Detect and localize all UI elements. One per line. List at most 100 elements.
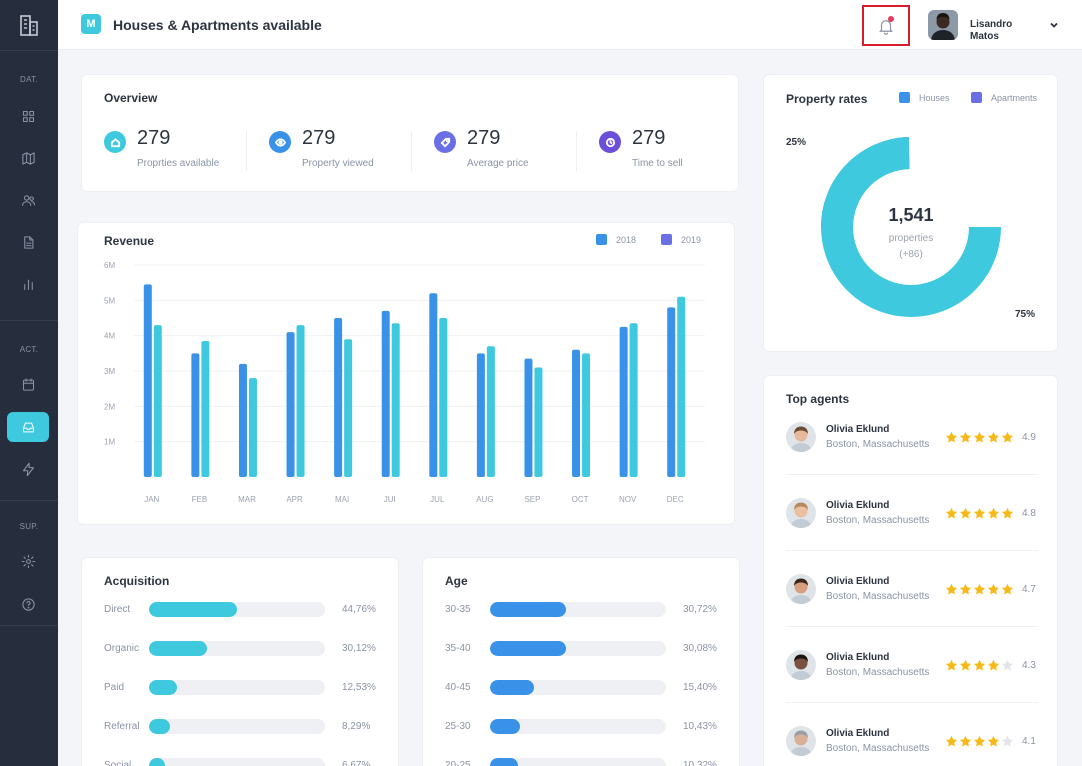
legend-swatch — [899, 92, 910, 103]
sidebar-item-help[interactable] — [7, 589, 49, 619]
notification-dot — [888, 16, 894, 22]
age-progress-track — [490, 719, 666, 734]
calendar-icon — [22, 377, 34, 391]
property-rates-donut-chart: 25% 75% 1,541 properties (+86) — [786, 137, 1035, 320]
revenue-bar-2018-sep[interactable] — [524, 358, 533, 477]
y-tick-label: 6M — [104, 261, 115, 270]
revenue-bar-2018-apr[interactable] — [286, 332, 295, 477]
stat-label: Proprties available — [137, 158, 220, 169]
revenue-bar-2018-jul[interactable] — [429, 293, 438, 477]
agent-rating: 4.8 — [1022, 508, 1036, 519]
revenue-bar-2018-mar[interactable] — [238, 363, 247, 477]
legend-item-apartments[interactable]: Apartments — [971, 92, 1037, 103]
user-name[interactable]: Lisandro Matos — [970, 19, 1030, 43]
age-row-value: 10,43% — [683, 721, 717, 732]
agent-avatar — [786, 650, 816, 680]
sidebar-item-users[interactable] — [7, 185, 49, 215]
stat-value: 279 — [467, 127, 501, 149]
revenue-bar-2019-mai[interactable] — [344, 339, 353, 477]
user-avatar[interactable] — [928, 10, 958, 40]
revenue-bar-2019-mar[interactable] — [248, 378, 257, 477]
revenue-bar-2019-jan[interactable] — [153, 325, 162, 477]
agent-row[interactable]: Olivia Eklund Boston, Massachusetts 4.9 — [786, 417, 1038, 457]
revenue-bar-2019-nov[interactable] — [629, 323, 638, 477]
top-bar: M Houses & Apartments available Lisandro… — [58, 0, 1082, 50]
acquisition-progress-track — [149, 602, 325, 617]
notifications-button[interactable] — [862, 5, 910, 46]
sidebar-item-lightning[interactable] — [7, 454, 49, 484]
agent-star-rating — [945, 583, 1015, 596]
acquisition-progress-track — [149, 758, 325, 766]
revenue-bar-2018-jan[interactable] — [143, 284, 152, 477]
revenue-bar-2018-mai[interactable] — [334, 318, 343, 477]
stat-divider — [411, 131, 412, 171]
star-icon — [973, 431, 986, 443]
legend-swatch — [596, 234, 607, 245]
acquisition-row: Paid 12,53% — [104, 679, 394, 697]
revenue-bar-2018-jui[interactable] — [381, 310, 390, 477]
revenue-bar-2018-nov[interactable] — [619, 326, 628, 477]
legend-item-2019[interactable]: 2019 — [661, 234, 701, 245]
sidebar-item-settings[interactable] — [7, 546, 49, 576]
age-row-label: 30-35 — [445, 604, 471, 615]
user-menu-button[interactable] — [1048, 18, 1060, 30]
x-tick-label: AUG — [476, 495, 493, 504]
agent-rating: 4.3 — [1022, 660, 1036, 671]
donut-center-label: properties — [889, 233, 933, 244]
agent-location: Boston, Massachusetts — [826, 515, 930, 526]
star-icon — [959, 431, 972, 443]
sidebar-item-calendar[interactable] — [7, 369, 49, 399]
agent-star-rating — [945, 431, 1015, 444]
agent-avatar — [786, 726, 816, 756]
revenue-bar-2019-apr[interactable] — [296, 325, 305, 477]
stat-divider — [576, 131, 577, 171]
donut-slice-apartments[interactable] — [821, 137, 1001, 317]
building-logo-icon[interactable] — [17, 13, 41, 37]
revenue-bar-2018-oct[interactable] — [572, 349, 581, 477]
revenue-bar-2018-aug[interactable] — [476, 353, 485, 477]
revenue-bar-2019-jui[interactable] — [391, 323, 400, 477]
revenue-bar-2019-dec[interactable] — [677, 296, 686, 477]
star-icon — [987, 507, 1000, 519]
age-row-value: 30,08% — [683, 643, 717, 654]
inbox-icon — [22, 422, 34, 432]
user-last-name: Matos — [970, 31, 999, 42]
agent-row[interactable]: Olivia Eklund Boston, Massachusetts 4.7 — [786, 569, 1038, 609]
sidebar-item-map[interactable] — [7, 143, 49, 173]
acquisition-row-label: Paid — [104, 682, 125, 693]
age-row-value: 30,72% — [683, 604, 717, 615]
donut-center-value: 1,541 — [888, 205, 933, 225]
agent-avatar — [786, 498, 816, 528]
clock-icon — [599, 131, 621, 153]
revenue-card: Revenue 2018 2019 1M 2M 3M 4M 5M 6M JAN FEB MAR A… — [77, 222, 735, 525]
revenue-bar-2018-feb[interactable] — [191, 353, 200, 477]
acquisition-row: Direct 44,76% — [104, 601, 394, 619]
age-row: 40-45 15,40% — [445, 679, 735, 697]
sidebar-item-document[interactable] — [7, 227, 49, 257]
sidebar-item-inbox[interactable] — [7, 412, 49, 442]
legend-item-2018[interactable]: 2018 — [596, 234, 636, 245]
legend-item-houses[interactable]: Houses — [899, 92, 950, 103]
agent-row[interactable]: Olivia Eklund Boston, Massachusetts 4.1 — [786, 721, 1038, 761]
sidebar-section-sup: SUP. — [19, 522, 39, 531]
revenue-bar-2019-oct[interactable] — [582, 353, 591, 477]
agent-row[interactable]: Olivia Eklund Boston, Massachusetts 4.3 — [786, 645, 1038, 685]
revenue-bar-2019-aug[interactable] — [486, 346, 495, 477]
x-tick-label: NOV — [619, 495, 637, 504]
agent-row[interactable]: Olivia Eklund Boston, Massachusetts 4.8 — [786, 493, 1038, 533]
age-row-label: 40-45 — [445, 682, 471, 693]
revenue-bar-2018-dec[interactable] — [667, 307, 676, 477]
star-icon — [1001, 735, 1014, 747]
sidebar-item-bar-chart[interactable] — [7, 269, 49, 299]
sidebar-section-act: ACT. — [19, 345, 39, 354]
revenue-bar-2019-jul[interactable] — [439, 318, 448, 477]
revenue-bar-2019-sep[interactable] — [534, 367, 543, 477]
agent-divider — [786, 550, 1038, 551]
revenue-bar-2019-feb[interactable] — [201, 340, 210, 477]
x-tick-label: JUL — [430, 495, 445, 504]
sidebar-item-grid[interactable] — [7, 101, 49, 131]
stat-divider — [246, 131, 247, 171]
acquisition-row: Social 6,67% — [104, 757, 394, 766]
agent-rating: 4.9 — [1022, 432, 1036, 443]
acquisition-progress-track — [149, 680, 325, 695]
